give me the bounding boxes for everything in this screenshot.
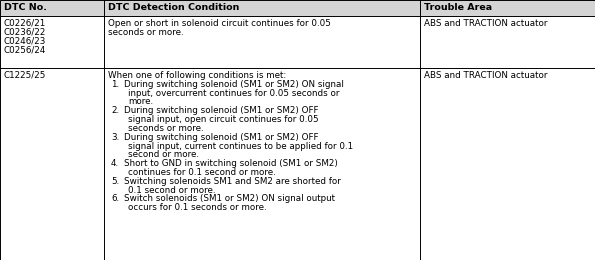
Text: C0236/22: C0236/22: [4, 28, 46, 37]
Text: 5.: 5.: [111, 177, 119, 186]
Text: C1225/25: C1225/25: [4, 71, 46, 80]
Text: ABS and TRACTION actuator: ABS and TRACTION actuator: [424, 19, 547, 28]
Text: 0.1 second or more.: 0.1 second or more.: [128, 186, 215, 195]
Text: signal input, open circuit continues for 0.05: signal input, open circuit continues for…: [128, 115, 319, 124]
Text: Trouble Area: Trouble Area: [424, 3, 492, 12]
Text: input, overcurrent continues for 0.05 seconds or: input, overcurrent continues for 0.05 se…: [128, 89, 340, 98]
Bar: [0, 0, 595, 16]
Text: occurs for 0.1 seconds or more.: occurs for 0.1 seconds or more.: [128, 203, 267, 212]
Text: DTC Detection Condition: DTC Detection Condition: [108, 3, 239, 12]
Text: C0226/21: C0226/21: [4, 19, 46, 28]
Text: During switching solenoid (SM1 or SM2) OFF: During switching solenoid (SM1 or SM2) O…: [124, 106, 318, 115]
Text: During switching solenoid (SM1 or SM2) OFF: During switching solenoid (SM1 or SM2) O…: [124, 133, 318, 142]
Text: Switching solenoids SM1 and SM2 are shorted for: Switching solenoids SM1 and SM2 are shor…: [124, 177, 341, 186]
Text: 6.: 6.: [111, 194, 119, 204]
Text: 1.: 1.: [111, 80, 119, 89]
Text: When one of following conditions is met:: When one of following conditions is met:: [108, 71, 286, 80]
Text: continues for 0.1 second or more.: continues for 0.1 second or more.: [128, 168, 275, 177]
Text: Switch solenoids (SM1 or SM2) ON signal output: Switch solenoids (SM1 or SM2) ON signal …: [124, 194, 335, 204]
Text: seconds or more.: seconds or more.: [108, 28, 184, 37]
Text: ABS and TRACTION actuator: ABS and TRACTION actuator: [424, 71, 547, 80]
Text: Open or short in solenoid circuit continues for 0.05: Open or short in solenoid circuit contin…: [108, 19, 331, 28]
Text: 2.: 2.: [111, 106, 119, 115]
Text: signal input, current continues to be applied for 0.1: signal input, current continues to be ap…: [128, 141, 353, 151]
Text: 4.: 4.: [111, 159, 119, 168]
Text: DTC No.: DTC No.: [4, 3, 47, 12]
Text: C0246/23: C0246/23: [4, 37, 46, 46]
Text: 3.: 3.: [111, 133, 119, 142]
Text: second or more.: second or more.: [128, 150, 199, 159]
Text: C0256/24: C0256/24: [4, 46, 46, 54]
Text: more.: more.: [128, 98, 153, 106]
Text: Short to GND in switching solenoid (SM1 or SM2): Short to GND in switching solenoid (SM1 …: [124, 159, 338, 168]
Text: During switching solenoid (SM1 or SM2) ON signal: During switching solenoid (SM1 or SM2) O…: [124, 80, 344, 89]
Text: seconds or more.: seconds or more.: [128, 124, 203, 133]
